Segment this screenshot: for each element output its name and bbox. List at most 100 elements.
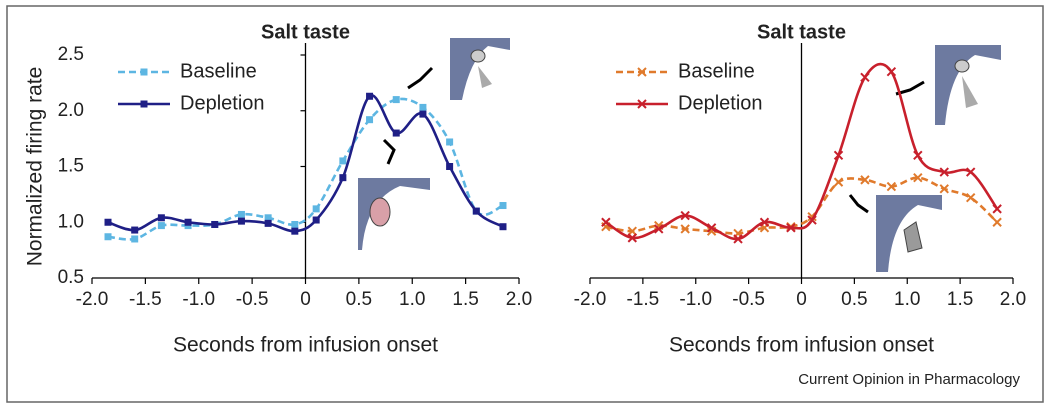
point-marker: [886, 67, 897, 77]
series-line: [605, 176, 999, 235]
point-marker: [886, 181, 897, 192]
point-marker: [627, 233, 638, 243]
point-marker: [992, 204, 1002, 214]
y-tick-label: 2.0: [58, 100, 84, 121]
point-marker: [419, 110, 427, 118]
series-line: [107, 94, 504, 233]
point-marker: [706, 223, 717, 233]
y-axis-title: Normalized firing rate: [24, 67, 47, 267]
point-marker: [472, 207, 480, 215]
point-marker: [965, 167, 976, 177]
legend-marker: [637, 67, 647, 77]
point-marker: [237, 210, 245, 218]
point-marker: [860, 72, 870, 83]
x-tick-label: 0.5: [346, 289, 372, 310]
point-marker: [807, 215, 817, 225]
point-marker: [939, 184, 949, 194]
point-marker: [833, 177, 844, 187]
x-tick-label: 1.5: [452, 289, 478, 310]
illustration: [848, 194, 942, 272]
y-tick-label: 2.5: [58, 44, 84, 65]
legend-marker: [637, 99, 647, 109]
point-marker: [264, 219, 272, 227]
point-marker: [601, 217, 611, 227]
point-marker: [654, 224, 664, 234]
x-tick-label: -2.0: [574, 289, 607, 310]
point-marker: [157, 222, 165, 230]
panel: Salt taste Seconds from infusion onset -2.…: [574, 21, 1027, 356]
point-marker: [366, 116, 374, 124]
legend-marker: [140, 68, 148, 76]
legend-label: Depletion: [180, 92, 265, 114]
point-marker: [131, 226, 139, 234]
point-marker: [419, 103, 427, 111]
legend-label: Depletion: [678, 92, 763, 114]
point-marker: [992, 217, 1002, 227]
source-note: Current Opinion in Pharmacology: [798, 371, 1020, 388]
point-marker: [786, 223, 796, 233]
x-axis-title: Seconds from infusion onset: [669, 334, 934, 357]
series-line: [107, 97, 504, 241]
x-tick-label: 2.0: [506, 289, 532, 310]
legend-marker: [140, 100, 148, 108]
point-marker: [499, 223, 507, 231]
panel: Salt taste Seconds from infusion onset Nor…: [24, 21, 533, 356]
point-marker: [446, 163, 454, 170]
illustration: [895, 45, 1001, 125]
point-marker: [392, 129, 400, 137]
x-axis-title: Seconds from infusion onset: [173, 334, 438, 357]
point-marker: [264, 214, 272, 222]
point-marker: [131, 235, 139, 243]
point-marker: [157, 214, 165, 222]
point-marker: [833, 150, 844, 161]
point-marker: [759, 217, 770, 227]
x-tick-label: -1.5: [627, 289, 660, 310]
point-marker: [312, 205, 320, 213]
point-marker: [104, 218, 112, 226]
series-line: [605, 62, 999, 241]
y-tick-label: 0.5: [58, 267, 84, 288]
y-tick-label: 1.5: [58, 156, 84, 177]
x-tick-label: -1.0: [182, 289, 215, 310]
x-tick-label: 1.0: [894, 289, 920, 310]
point-marker: [913, 150, 923, 161]
x-tick-label: 0.5: [841, 289, 867, 310]
point-marker: [366, 92, 374, 100]
point-marker: [339, 174, 347, 182]
x-tick-label: 0: [796, 289, 807, 310]
point-marker: [291, 220, 299, 228]
x-tick-label: 0: [300, 289, 311, 310]
point-marker: [184, 218, 192, 226]
point-marker: [939, 167, 949, 177]
x-tick-label: -1.5: [129, 289, 162, 310]
point-marker: [291, 227, 299, 235]
point-marker: [913, 172, 923, 183]
point-marker: [211, 220, 219, 228]
chart-title: Salt taste: [757, 21, 846, 43]
x-tick-label: -0.5: [236, 289, 269, 310]
point-marker: [312, 216, 320, 224]
point-marker: [860, 175, 870, 185]
x-tick-label: 1.5: [947, 289, 973, 310]
illustration: [358, 138, 430, 250]
point-marker: [104, 233, 112, 241]
point-marker: [965, 193, 976, 203]
legend-label: Baseline: [180, 60, 257, 82]
legend-label: Baseline: [678, 60, 755, 82]
x-tick-label: -0.5: [732, 289, 765, 310]
illustration: [407, 38, 510, 100]
point-marker: [499, 202, 507, 210]
x-tick-label: 2.0: [1000, 289, 1026, 310]
point-marker: [392, 96, 400, 104]
x-tick-label: -2.0: [76, 289, 109, 310]
point-marker: [446, 138, 454, 146]
y-tick-label: 1.0: [58, 211, 84, 232]
point-marker: [339, 157, 347, 165]
point-marker: [733, 234, 743, 244]
x-tick-label: 1.0: [399, 289, 425, 310]
point-marker: [680, 224, 690, 234]
point-marker: [680, 210, 690, 221]
chart-title: Salt taste: [261, 21, 350, 43]
point-marker: [237, 217, 245, 225]
